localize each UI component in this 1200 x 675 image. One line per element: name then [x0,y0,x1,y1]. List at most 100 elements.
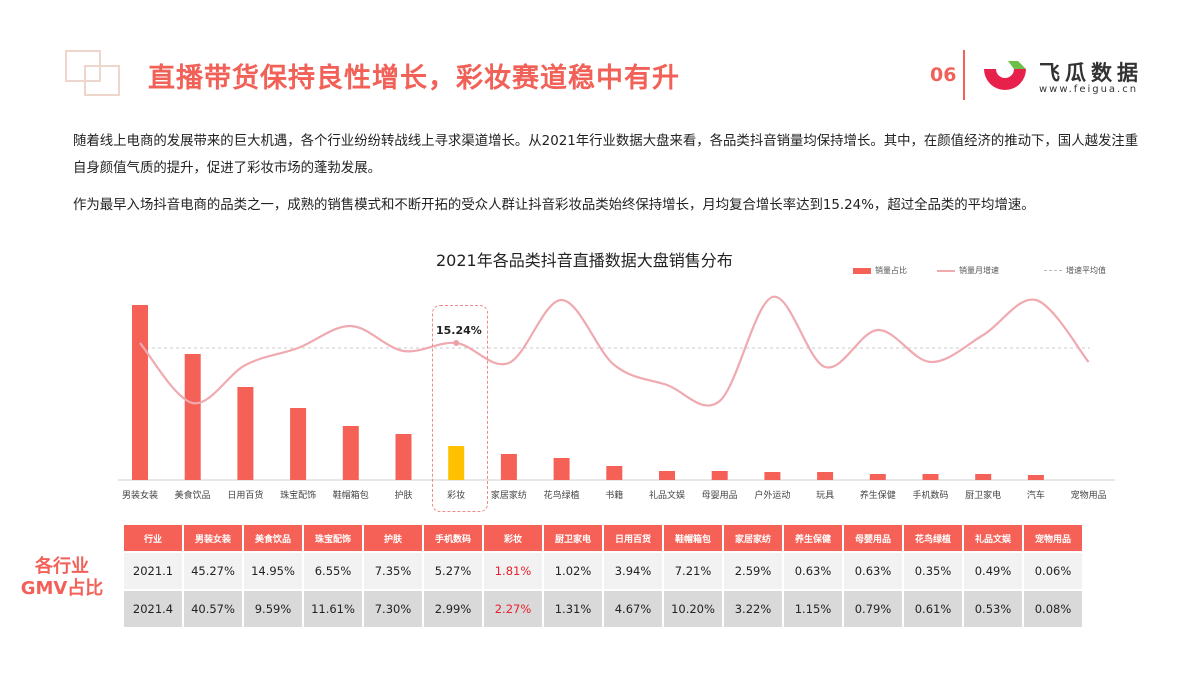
table-cell: 3.94% [604,553,662,589]
bar-17 [1027,475,1044,480]
page-number: 06 [930,64,957,86]
x-label: 花鸟绿植 [543,491,580,501]
intro-paragraph-1: 随着线上电商的发展带来的巨大机遇，各个行业纷纷转战线上寻求渠道增长。从2021年… [73,134,1139,176]
feigua-logo-icon [984,61,1026,90]
table-cell: 2021.4 [124,591,182,627]
table-cell: 1.02% [544,553,602,589]
x-label: 书籍 [605,491,624,501]
brand-name: 飞瓜数据 [1039,61,1143,85]
table-cell: 3.22% [724,591,782,627]
table-cell: 0.49% [964,553,1022,589]
legend-bar-swatch [853,267,871,274]
bar-3 [290,408,307,480]
table-cell: 1.31% [544,591,602,627]
x-label: 玩具 [816,491,835,501]
table-cell: 5.27% [424,553,482,589]
bar-5 [395,434,412,480]
table-cell: 0.63% [784,553,842,589]
table-header-cell: 美食饮品 [244,525,302,551]
table-cell: 7.35% [364,553,422,589]
legend-bar: 销量占比 [853,265,907,276]
table-cell: 0.79% [844,591,902,627]
table-cell: 0.35% [904,553,962,589]
caizhuang-growth-label: 15.24% [436,324,482,337]
table-cell: 14.95% [244,553,302,589]
table-cell: 7.30% [364,591,422,627]
bar-11 [711,471,728,480]
x-label: 男装女装 [121,491,158,501]
legend-line-label: 销量月增速 [959,266,999,275]
bar-4 [342,426,359,480]
legend-avg-label: 增速平均值 [1066,266,1106,275]
table-cell: 11.61% [304,591,362,627]
x-label: 宠物用品 [1070,491,1107,501]
bar-6 [448,446,465,480]
x-label: 美食饮品 [174,491,211,501]
table-header-cell: 彩妆 [484,525,542,551]
x-label: 养生保健 [859,491,896,501]
legend-line-swatch [937,269,955,272]
bar-7 [500,454,517,480]
bar-8 [553,458,570,480]
x-label: 手机数码 [912,491,949,501]
x-label: 家居家纺 [490,491,527,501]
brand-url: www.feigua.cn [1039,84,1139,95]
page-title: 直播带货保持良性增长，彩妆赛道稳中有升 [148,63,680,94]
table-cell: 2.99% [424,591,482,627]
table-header-cell: 男装女装 [184,525,242,551]
gmv-side-label: 各行业 GMV占比 [12,556,112,600]
table-header-cell: 礼品文娱 [964,525,1022,551]
table-header-cell: 养生保健 [784,525,842,551]
highlight-point [453,340,460,346]
table-row: 2021.1 45.27% 14.95% 6.55% 7.35% 5.27% 1.81% 1.… [124,553,1082,589]
table-cell: 4.67% [604,591,662,627]
x-label: 珠宝配饰 [280,491,317,501]
x-label: 日用百货 [227,491,264,501]
table-cell: 40.57% [184,591,242,627]
table-cell: 1.15% [784,591,842,627]
table-cell: 2021.1 [124,553,182,589]
table-header-cell: 行业 [124,525,182,551]
growth-rate-line [139,295,1090,407]
table-header-cell: 珠宝配饰 [304,525,362,551]
legend-avg: 增速平均值 [1044,265,1106,276]
table-cell: 0.53% [964,591,1022,627]
table-cell: 45.27% [184,553,242,589]
table-cell: 6.55% [304,553,362,589]
bar-13 [817,472,834,480]
legend-line: 销量月增速 [937,265,999,276]
x-label: 彩妆 [447,491,466,501]
bar-9 [606,466,623,480]
x-label: 母婴用品 [701,491,738,501]
bar-0 [132,305,148,480]
table-header-cell: 护肤 [364,525,422,551]
table-header-cell: 家居家纺 [724,525,782,551]
table-header-cell: 厨卫家电 [544,525,602,551]
bar-16 [975,474,992,480]
table-cell: 0.08% [1024,591,1082,627]
table-cell: 2.27% [484,591,542,627]
x-label: 汽车 [1026,491,1045,501]
chart-title: 2021年各品类抖音直播数据大盘销售分布 [436,251,733,270]
table-cell: 0.61% [904,591,962,627]
bar-12 [764,472,781,480]
caizhuang-highlight-box [432,305,488,512]
legend-avg-swatch [1044,270,1062,271]
table-header-cell: 花鸟绿植 [904,525,962,551]
bar-14 [869,474,886,480]
gmv-share-table: 行业 男装女装 美食饮品 珠宝配饰 护肤 手机数码 彩妆 厨卫家电 日用百货 鞋帽箱包 家居家纺 养生… [122,523,1084,629]
header-divider [963,50,965,100]
table-cell: 10.20% [664,591,722,627]
table-header-cell: 手机数码 [424,525,482,551]
table-cell: 1.81% [484,553,542,589]
table-cell: 0.63% [844,553,902,589]
legend-bar-label: 销量占比 [875,266,907,275]
x-label: 礼品文娱 [648,491,685,501]
intro-paragraph-2: 作为最早入场抖音电商的品类之一，成熟的销售模式和不断开拓的受众人群让抖音彩妆品类… [73,198,1035,213]
table-cell: 9.59% [244,591,302,627]
x-label: 鞋帽箱包 [332,491,369,501]
table-cell: 7.21% [664,553,722,589]
x-label: 户外运动 [754,491,791,501]
bar-10 [659,471,675,480]
